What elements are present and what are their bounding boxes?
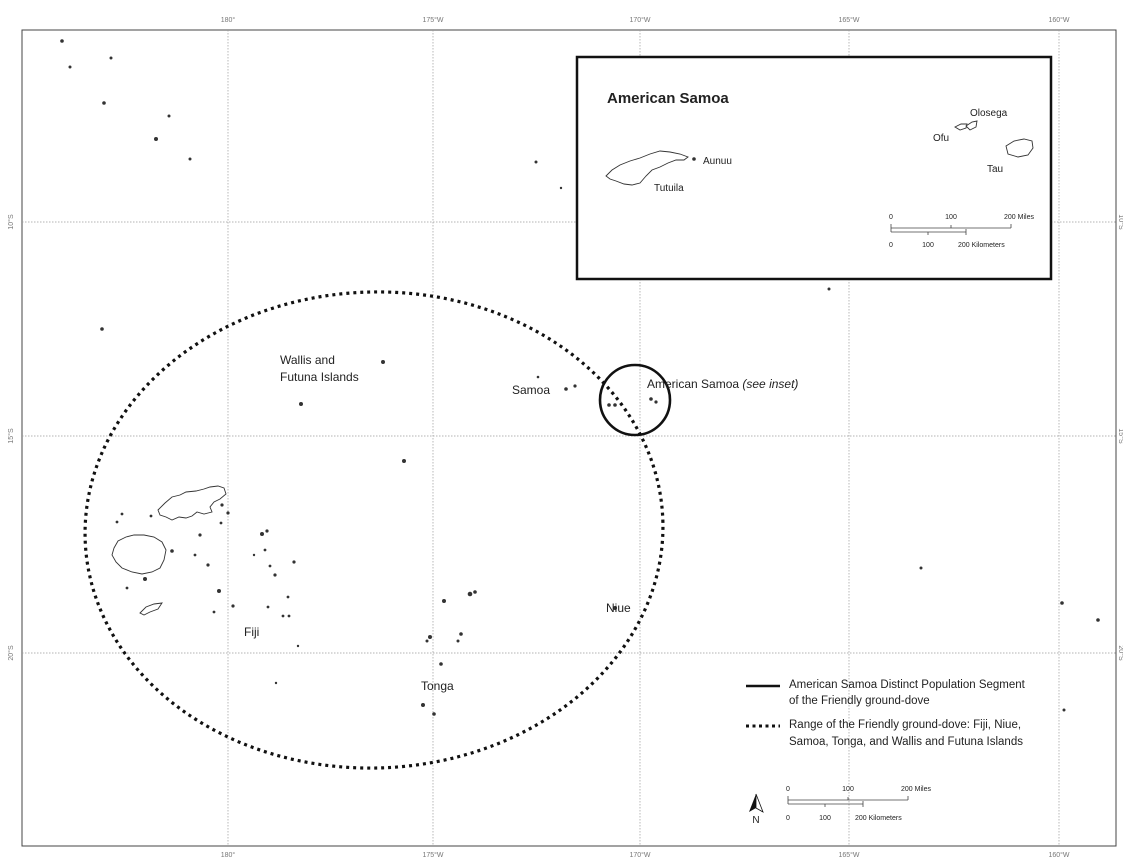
scale-mi-0: 0 xyxy=(786,786,790,793)
scale-mi-200: 200 Miles xyxy=(901,786,931,793)
lon-label-bottom: 170°W xyxy=(629,851,650,859)
inset-scale-mi-200: 200 Miles xyxy=(1004,214,1034,221)
north-arrow-label: N xyxy=(752,815,759,826)
lat-label-left: 15°S xyxy=(7,428,15,444)
niue-label: Niue xyxy=(606,601,631,615)
legend-dps-line1: American Samoa Distinct Population Segme… xyxy=(789,679,1026,691)
inset-map: American Samoa Aunuu Tutuila Ofu Olosega… xyxy=(575,55,1053,281)
lon-label-bottom: 165°W xyxy=(838,851,859,859)
scale-km-0: 0 xyxy=(786,815,790,822)
lat-label-left: 10°S xyxy=(7,214,15,230)
wallis-label-line2: Futuna Islands xyxy=(280,370,359,384)
lat-label-right: 10°S xyxy=(1117,214,1123,230)
lon-label-top: 175°W xyxy=(422,16,443,24)
inset-scale-mi-100: 100 xyxy=(945,214,957,221)
legend-dps-line2: of the Friendly ground-dove xyxy=(789,695,930,707)
legend-range-line1: Range of the Friendly ground-dove: Fiji,… xyxy=(789,719,1021,731)
inset-scale-km-100: 100 xyxy=(922,242,934,249)
graticule-labels: 180° 175°W 170°W 165°W 160°W 180° 175°W … xyxy=(7,16,1123,859)
inset-scale-km-0: 0 xyxy=(889,242,893,249)
tonga-label: Tonga xyxy=(421,679,454,693)
samoa-islands xyxy=(536,375,658,407)
lat-label-left: 20°S xyxy=(7,645,15,661)
lat-label-right: 20°S xyxy=(1117,645,1123,661)
lat-label-right: 15°S xyxy=(1117,428,1123,444)
lon-label-top: 170°W xyxy=(629,16,650,24)
inset-scale-mi-0: 0 xyxy=(889,214,893,221)
inset-scale-bar xyxy=(890,224,1012,235)
inset-label-tutuila: Tutuila xyxy=(654,183,684,194)
fiji-label: Fiji xyxy=(244,625,259,639)
fiji-islands xyxy=(111,485,300,648)
lon-label-top: 160°W xyxy=(1048,16,1069,24)
lon-label-top: 180° xyxy=(221,16,236,24)
scale-bar xyxy=(787,796,909,807)
scale-km-100: 100 xyxy=(819,815,831,822)
inset-label-ofu: Ofu xyxy=(933,133,949,144)
place-labels: Wallis and Futuna Islands Samoa American… xyxy=(244,353,798,693)
inset-label-aunuu: Aunuu xyxy=(703,156,732,167)
dps-circle xyxy=(598,363,672,437)
american-samoa-label-name: American Samoa xyxy=(647,377,739,391)
inset-scale-km-200: 200 Kilometers xyxy=(958,242,1005,249)
scale-km-200: 200 Kilometers xyxy=(855,815,902,822)
inset-label-tau: Tau xyxy=(987,164,1003,175)
lon-label-bottom: 180° xyxy=(221,851,236,859)
legend-range-line2: Samoa, Tonga, and Wallis and Futuna Isla… xyxy=(789,736,1023,748)
lon-label-top: 165°W xyxy=(838,16,859,24)
samoa-label: Samoa xyxy=(512,383,550,397)
lon-label-bottom: 160°W xyxy=(1048,851,1069,859)
lon-label-bottom: 175°W xyxy=(422,851,443,859)
north-arrow: N xyxy=(749,793,764,826)
tutuila-island xyxy=(605,150,689,186)
inset-title: American Samoa xyxy=(607,90,729,107)
wallis-label-line1: Wallis and xyxy=(280,353,335,367)
see-inset-note: (see inset) xyxy=(742,377,798,391)
american-samoa-label: American Samoa (see inset) xyxy=(647,377,798,391)
range-ellipse xyxy=(83,290,665,770)
scale-mi-100: 100 xyxy=(842,786,854,793)
olosega-island xyxy=(965,120,978,131)
legend: American Samoa Distinct Population Segme… xyxy=(746,679,1026,748)
small-islands xyxy=(60,39,1100,716)
tau-island xyxy=(1005,138,1034,158)
inset-label-olosega: Olosega xyxy=(970,108,1008,119)
